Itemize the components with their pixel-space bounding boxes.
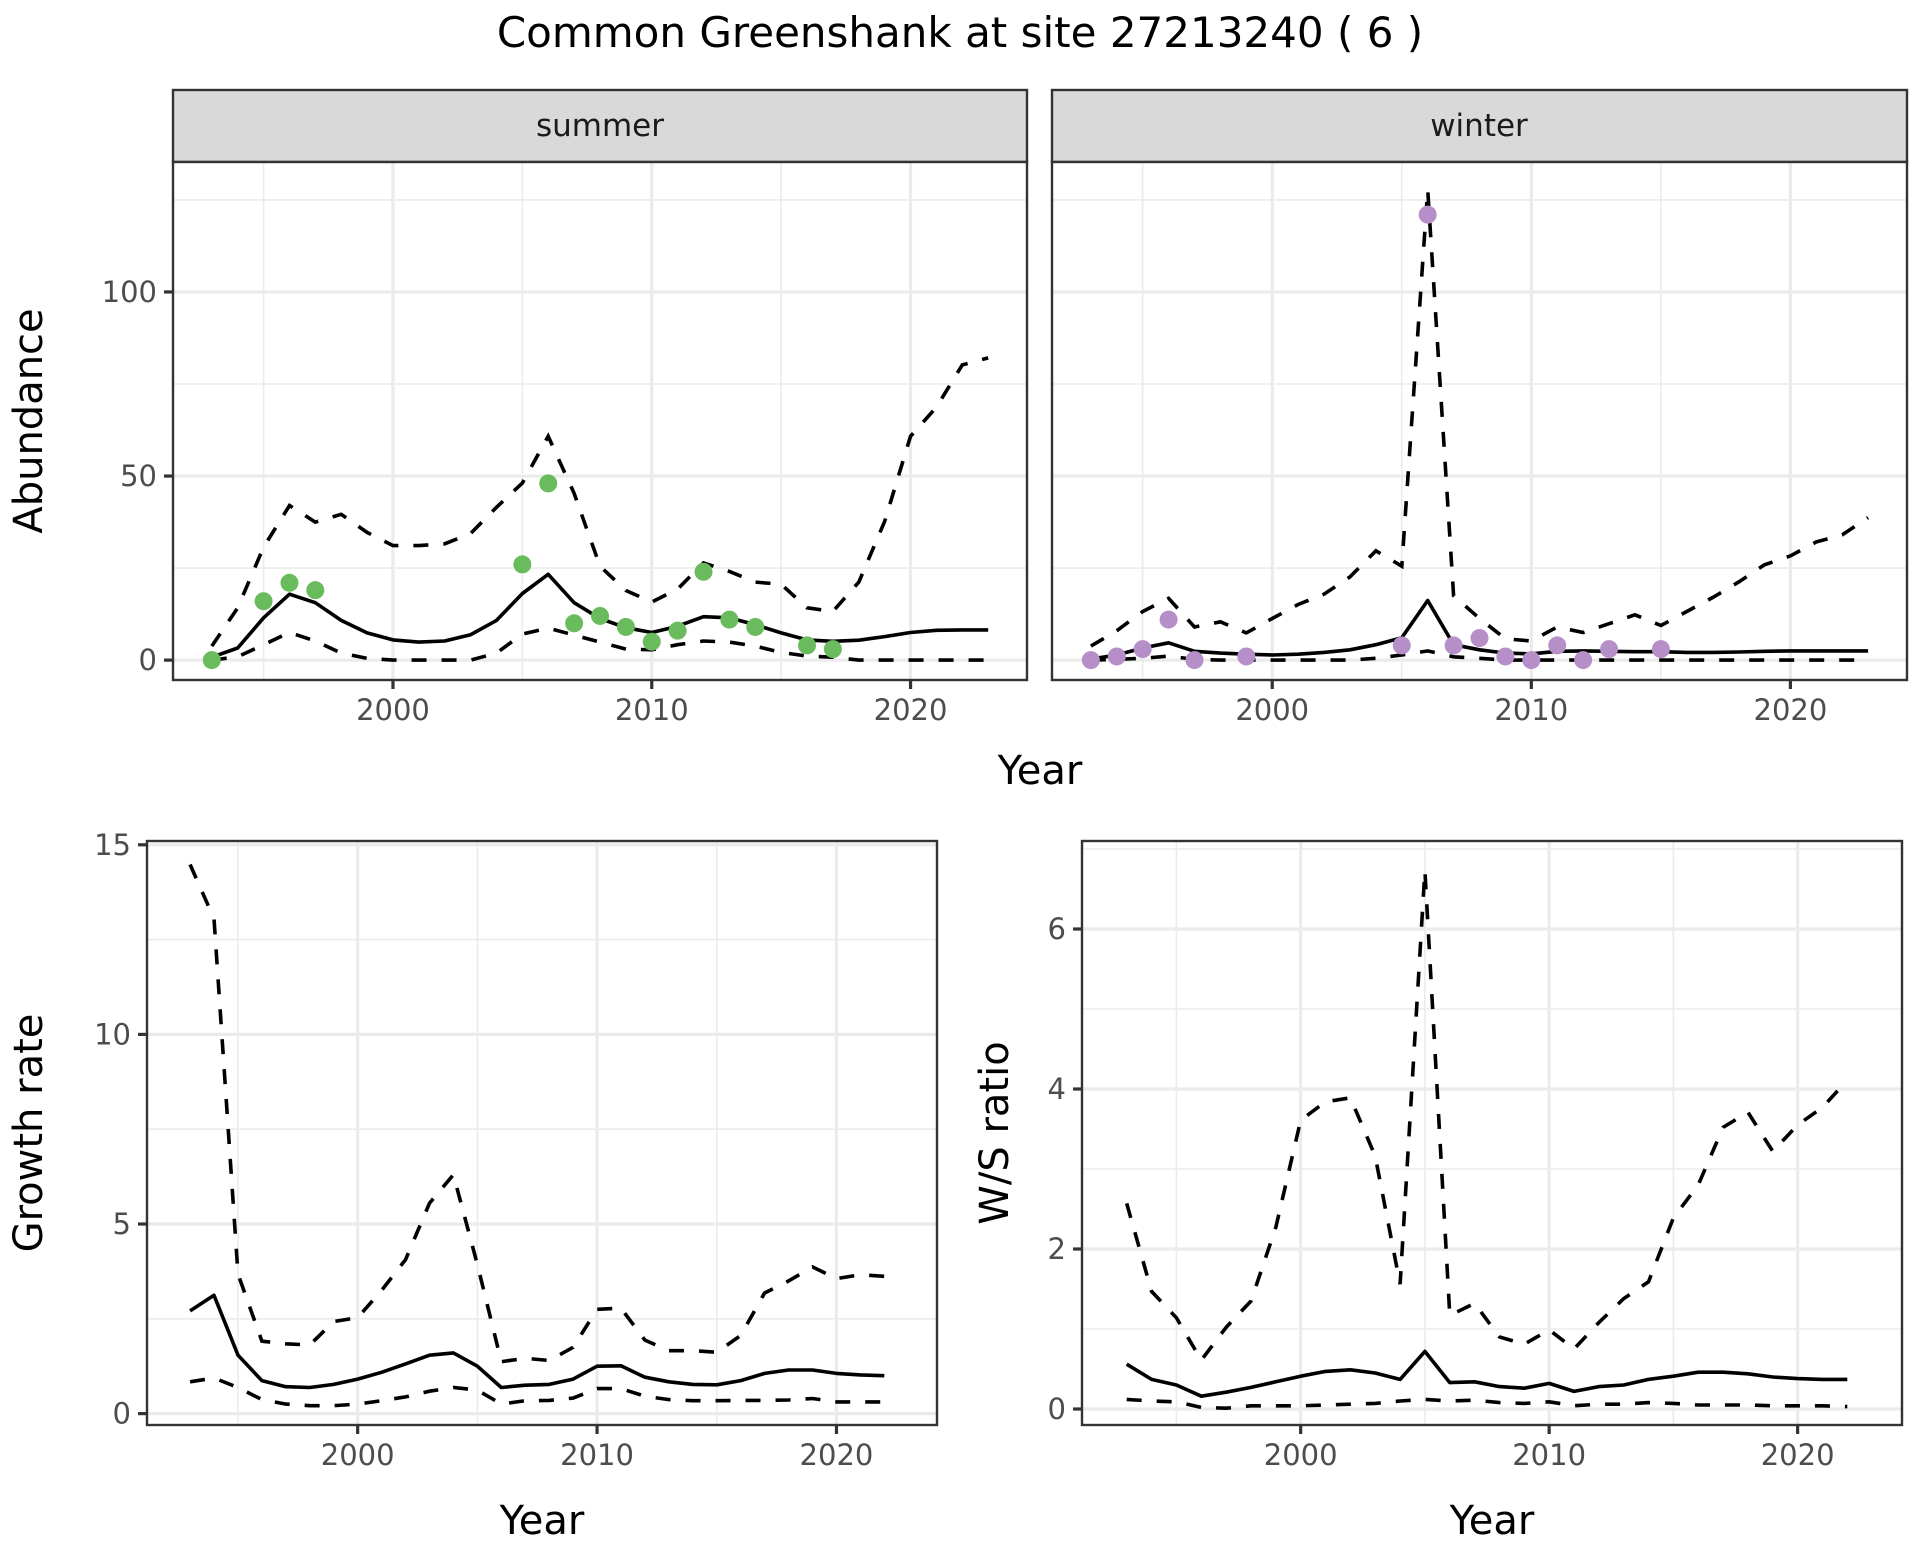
series-line-upper	[188, 863, 885, 1364]
y-tick-label: 15	[94, 828, 131, 862]
data-point	[1496, 647, 1515, 666]
x-tick-label: 2020	[1754, 693, 1828, 727]
y-tick-label: 100	[102, 275, 157, 309]
data-point	[1548, 636, 1567, 655]
facet-strip-winter	[1050, 88, 1909, 164]
plot-area-summer: 2000 2010 2020 0 50 100	[102, 160, 1029, 727]
data-point	[1237, 647, 1256, 666]
x-tick-label: 2000	[1264, 1438, 1338, 1472]
panel-growth-rate: 2000 2010 2020 0 5 10 15	[94, 828, 939, 1472]
data-point	[1133, 640, 1152, 659]
series-line-lower	[1126, 1397, 1848, 1411]
y-tick-label: 0	[139, 643, 157, 677]
facet-label-summer: summer	[536, 108, 664, 144]
y-tick-label: 5	[113, 1207, 131, 1241]
data-point	[1185, 651, 1204, 670]
x-tick-label: 2010	[1494, 693, 1568, 727]
data-point	[306, 581, 325, 600]
data-point	[254, 592, 273, 611]
data-point	[798, 636, 817, 655]
x-tick-label: 2020	[800, 1438, 874, 1472]
plot-area-growth-rate: 2000 2010 2020 0 5 10 15	[94, 828, 939, 1472]
data-point	[668, 621, 687, 640]
plot-area-winter: 2000 2010 2020	[1050, 160, 1909, 727]
series-line-upper	[1089, 189, 1870, 648]
data-point	[1600, 640, 1619, 659]
series-line-lower	[1090, 649, 1869, 662]
y-tick-label: 2	[1048, 1232, 1066, 1266]
data-point	[823, 640, 842, 659]
panel-border	[171, 160, 1029, 682]
data-point	[280, 573, 299, 592]
data-point	[1107, 647, 1126, 666]
facet-strip-summer	[171, 88, 1029, 164]
panel-border	[1050, 160, 1909, 682]
series-line-mean	[189, 1293, 885, 1390]
y-tick-label: 4	[1048, 1072, 1066, 1106]
x-tick-label: 2020	[1761, 1438, 1835, 1472]
x-tick-label: 2000	[1235, 693, 1309, 727]
x-axis-title-ws-ratio: Year	[1449, 1498, 1535, 1544]
data-point	[1418, 205, 1437, 224]
panel-ws-ratio: 2000 2010 2020 0 2 4 6	[1048, 839, 1904, 1472]
x-tick-label: 2000	[321, 1438, 395, 1472]
data-point	[720, 610, 739, 629]
data-point	[1392, 636, 1411, 655]
data-point	[1470, 629, 1489, 648]
y-axis-title-abundance: Abundance	[6, 308, 52, 533]
plot-background	[173, 162, 1027, 680]
data-point	[591, 606, 609, 625]
y-axis-title-ws-ratio: W/S ratio	[972, 1041, 1018, 1224]
x-axis-title-growth-rate: Year	[499, 1498, 585, 1544]
series-line-upper	[1124, 870, 1849, 1364]
panel-border	[145, 839, 939, 1427]
y-tick-label: 10	[94, 1017, 131, 1051]
data-point	[746, 617, 765, 636]
data-point	[694, 562, 713, 581]
x-tick-label: 2010	[560, 1438, 634, 1472]
y-axis-title-growth-rate: Growth rate	[6, 1014, 52, 1253]
series-line-mean	[1090, 598, 1869, 661]
data-point	[565, 614, 584, 633]
x-tick-label: 2010	[1512, 1438, 1586, 1472]
x-axis-title-abundance: Year	[997, 748, 1083, 794]
x-tick-label: 2010	[615, 693, 689, 727]
y-tick-label: 6	[1048, 912, 1066, 946]
x-tick-label: 2000	[356, 693, 430, 727]
data-point	[1081, 651, 1100, 670]
series-line-mean	[1125, 1349, 1848, 1398]
data-point	[1522, 651, 1541, 670]
series-line-upper	[210, 356, 989, 648]
plot-background	[1082, 841, 1902, 1425]
data-point	[1444, 636, 1463, 655]
panel-abundance-winter: winter 2000 2010 2020	[1050, 88, 1909, 727]
data-point	[1159, 610, 1178, 629]
data-point	[539, 474, 558, 493]
y-tick-label: 50	[120, 459, 157, 493]
plot-background	[147, 841, 937, 1425]
x-tick-label: 2020	[874, 693, 948, 727]
figure-title: Common Greenshank at site 27213240 ( 6 )	[497, 8, 1423, 57]
series-line-lower	[189, 1376, 885, 1408]
plot-area-ws-ratio: 2000 2010 2020 0 2 4 6	[1048, 839, 1904, 1472]
y-tick-label: 0	[1048, 1392, 1066, 1426]
data-point	[1651, 640, 1670, 659]
panel-border	[1080, 839, 1904, 1427]
data-point	[616, 617, 635, 636]
y-tick-label: 0	[113, 1397, 131, 1431]
data-point	[202, 651, 221, 670]
data-point	[642, 632, 661, 651]
panel-abundance-summer: summer 2000 2010 2020 0 50 100	[102, 88, 1029, 727]
facet-label-winter: winter	[1430, 108, 1528, 144]
data-point	[513, 555, 532, 574]
plot-background	[1052, 162, 1907, 680]
data-point	[1574, 651, 1593, 670]
series-line-lower	[211, 626, 989, 662]
